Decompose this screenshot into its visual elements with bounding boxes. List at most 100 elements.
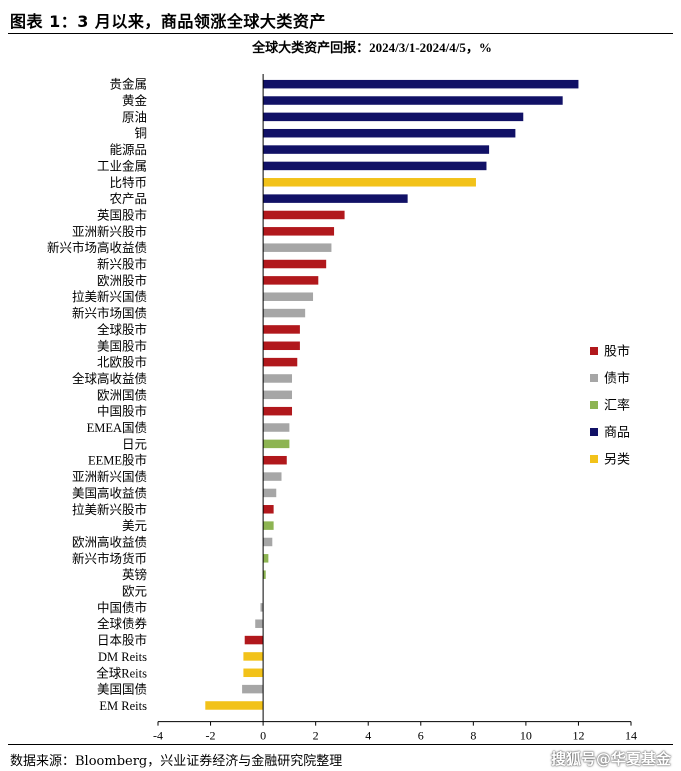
bar-农产品 (263, 194, 408, 203)
bar-工业金属 (263, 161, 487, 171)
watermark: 搜狐号@华夏基金 (550, 750, 671, 768)
bar-英镑 (263, 570, 266, 579)
category-label: 欧元 (122, 585, 147, 599)
bar-北欧股市 (263, 357, 298, 367)
source-note: 数据来源：Bloomberg，兴业证券经济与金融研究院整理 (10, 754, 343, 769)
bar-EEME股市 (263, 455, 287, 465)
category-label: 全球债券 (97, 616, 148, 631)
legend-label: 股市 (604, 344, 630, 359)
legend-swatch (590, 401, 598, 409)
category-label: 欧洲股市 (97, 273, 147, 288)
category-label: 农产品 (109, 192, 147, 206)
bar-美元 (263, 521, 274, 530)
category-labels: 贵金属黄金原油铜能源品工业金属比特币农产品英国股市亚洲新兴股市新兴市场高收益债新… (47, 77, 148, 713)
bar-铜 (263, 128, 516, 138)
x-tick-label: -4 (153, 729, 163, 742)
category-label: 新兴市场国债 (72, 306, 147, 321)
bar-欧洲高收益债 (263, 537, 273, 547)
category-label: 全球Reits (96, 665, 147, 680)
legend-swatch (590, 428, 598, 436)
bar-美国国债 (242, 684, 264, 694)
category-label: 新兴市场货币 (72, 551, 147, 566)
category-label: 铜 (134, 126, 147, 141)
category-label: 新兴市场高收益债 (47, 240, 147, 255)
category-label: 英镑 (122, 567, 147, 582)
bottom-rule (8, 744, 673, 745)
bar-新兴股市 (263, 259, 327, 269)
category-label: 美元 (122, 519, 147, 533)
bar-中国股市 (263, 406, 293, 416)
category-label: 英国股市 (97, 207, 147, 222)
x-tick-label: 10 (520, 729, 532, 742)
legend-swatch (590, 347, 598, 355)
x-tick-label: -2 (206, 729, 216, 742)
bars-layer (205, 79, 579, 710)
legend-label: 债市 (604, 371, 630, 386)
bar-新兴市场高收益债 (263, 243, 332, 252)
bar-日元 (263, 439, 290, 449)
bar-拉美新兴股市 (263, 505, 274, 514)
bar-美国股市 (263, 341, 300, 351)
bar-日本股市 (244, 635, 264, 645)
category-label: 新兴股市 (97, 257, 147, 272)
bar-欧洲股市 (263, 276, 319, 285)
x-tick-label: 6 (418, 729, 424, 742)
category-label: 中国股市 (97, 404, 147, 419)
x-tick-label: 4 (365, 729, 371, 742)
bar-欧洲国债 (263, 390, 293, 400)
category-label: 黄金 (122, 93, 148, 108)
legend-label: 汇率 (604, 398, 630, 413)
bar-新兴市场国债 (263, 308, 306, 318)
category-label: EM Reits (99, 699, 147, 713)
bar-拉美新兴国债 (263, 292, 314, 301)
category-label: 美国国债 (97, 683, 147, 697)
category-label: EEME股市 (88, 453, 147, 468)
category-label: 贵金属 (109, 77, 147, 92)
bar-黄金 (263, 96, 563, 105)
category-label: 美国股市 (97, 338, 147, 353)
figure-title: 图表 1：3 月以来，商品领涨全球大类资产 (10, 12, 326, 31)
category-label: 能源品 (109, 143, 147, 157)
bar-全球Reits (243, 668, 264, 678)
bar-全球高收益债 (263, 374, 293, 383)
category-label: 比特币 (109, 175, 147, 190)
category-label: 全球股市 (97, 322, 147, 337)
category-label: 欧洲国债 (97, 388, 147, 402)
bar-EMEA国债 (263, 423, 290, 432)
category-label: 全球高收益债 (72, 371, 147, 386)
x-tick-label: 8 (470, 729, 476, 742)
bar-全球股市 (263, 325, 300, 334)
category-label: 中国债市 (97, 600, 147, 615)
bar-比特币 (263, 178, 476, 187)
x-tick-label: 0 (260, 729, 266, 742)
legend-label: 商品 (604, 425, 630, 440)
x-tick-label: 2 (313, 729, 319, 742)
category-label: 亚洲新兴国债 (72, 469, 147, 484)
category-label: DM Reits (98, 650, 147, 664)
category-label: 亚洲新兴股市 (72, 224, 147, 239)
category-label: 拉美新兴国债 (72, 289, 147, 304)
bar-贵金属 (263, 79, 579, 89)
bar-chart: 全球大类资产回报：2024/3/1-2024/4/5，% 贵金属黄金原油铜能源品… (47, 40, 637, 742)
x-tick-label: 12 (572, 729, 584, 742)
bar-新兴市场货币 (263, 554, 269, 563)
category-label: 工业金属 (97, 158, 147, 173)
bar-能源品 (263, 145, 490, 154)
bar-全球债券 (255, 619, 264, 628)
top-rule (8, 33, 673, 34)
bar-中国债市 (260, 603, 264, 612)
category-label: 拉美新兴股市 (72, 502, 147, 517)
bar-亚洲新兴股市 (263, 227, 335, 236)
category-label: 欧洲高收益债 (72, 534, 147, 549)
category-label: 日元 (122, 437, 147, 451)
legend-label: 另类 (604, 452, 630, 467)
bar-DM Reits (243, 652, 264, 661)
x-tick-label: 14 (625, 729, 637, 742)
bar-EM Reits (205, 701, 264, 710)
category-label: 日本股市 (97, 633, 147, 648)
category-label: 美国高收益债 (72, 485, 147, 500)
category-label: EMEA国债 (87, 421, 147, 435)
category-label: 原油 (122, 110, 147, 124)
bar-亚洲新兴国债 (263, 472, 282, 481)
